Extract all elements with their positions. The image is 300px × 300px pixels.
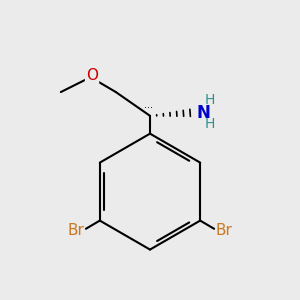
Text: O: O	[86, 68, 98, 83]
Text: Br: Br	[216, 223, 232, 238]
Text: N: N	[196, 104, 210, 122]
Text: ···: ···	[144, 103, 153, 113]
Text: H: H	[205, 93, 215, 107]
Text: Br: Br	[68, 223, 84, 238]
Text: H: H	[205, 117, 215, 131]
